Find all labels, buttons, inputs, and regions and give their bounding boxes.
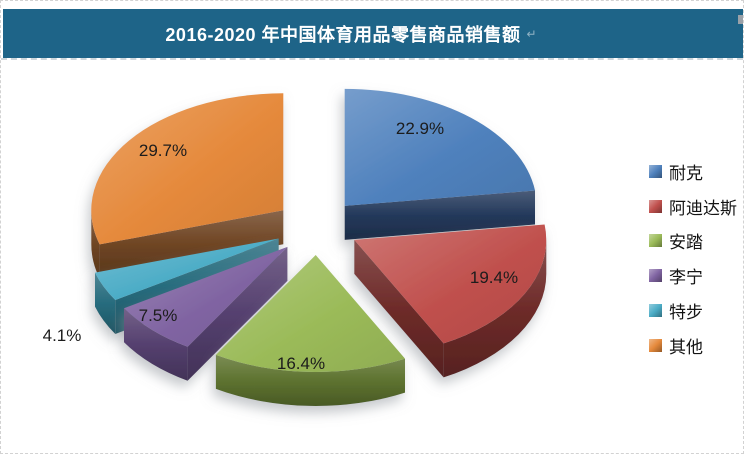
legend-item: 李宁 [649, 258, 737, 293]
pie-slice-rim [91, 210, 100, 279]
pie-slice-side [187, 246, 288, 381]
pie-slice-top [354, 224, 547, 344]
pie-slice-label: 4.1% [42, 326, 82, 345]
pie-slice-group [124, 246, 288, 381]
legend-marker-icon [649, 338, 662, 352]
legend-label: 阿迪达斯 [669, 198, 737, 218]
legend-marker-icon [649, 164, 662, 178]
pie-slice-top [91, 93, 284, 245]
pie-slice-side [99, 210, 284, 279]
legend-marker-icon [649, 234, 662, 248]
resize-handle [738, 15, 743, 24]
pie-slice-side [354, 239, 444, 378]
pie-slice-top [124, 246, 288, 347]
legend-label: 其他 [669, 337, 703, 357]
title-banner: 2016-2020 年中国体育用品零售商品销售额 ↵ [3, 9, 743, 58]
pie-slice-rim [95, 272, 116, 334]
paragraph-mark-icon: ↵ [526, 26, 537, 41]
pie-slice-rim [443, 239, 547, 378]
pie-slice-top [95, 238, 279, 300]
legend-label: 李宁 [669, 268, 703, 288]
pie-slice-top [215, 255, 405, 372]
legend-item: 其他 [649, 328, 737, 363]
pie-slice-group [215, 255, 405, 406]
pie-slice-label: 7.5% [138, 306, 178, 325]
legend-marker-icon [649, 199, 662, 213]
pie-slice-label: 29.7% [138, 141, 188, 160]
legend-label: 特步 [669, 303, 703, 323]
pie-slice-label: 16.4% [276, 354, 326, 373]
pie-slice-label: 19.4% [469, 268, 519, 287]
legend-item: 特步 [649, 293, 737, 328]
chart-title: 2016-2020 年中国体育用品零售商品销售额 [165, 24, 521, 45]
legend-marker-icon [649, 269, 662, 283]
pie-slice-group [354, 224, 547, 378]
pie-slice-rim [215, 354, 405, 406]
legend-item: 耐克 [649, 154, 737, 189]
legend-label: 耐克 [669, 163, 703, 183]
pie-slice-top [344, 88, 535, 206]
pie-slice-side [344, 190, 535, 240]
pie-slice-rim [124, 308, 188, 381]
legend-item: 安踏 [649, 224, 737, 259]
legend-item: 阿迪达斯 [649, 189, 737, 224]
chart-legend: 耐克阿迪达斯安踏李宁特步其他 [649, 154, 737, 363]
banner-separator [1, 58, 743, 60]
pie-slice-group [344, 88, 535, 240]
legend-label: 安踏 [669, 233, 703, 253]
pie-slice-label: 22.9% [395, 119, 445, 138]
legend-marker-icon [649, 304, 662, 318]
pie-slice-group [91, 93, 284, 279]
